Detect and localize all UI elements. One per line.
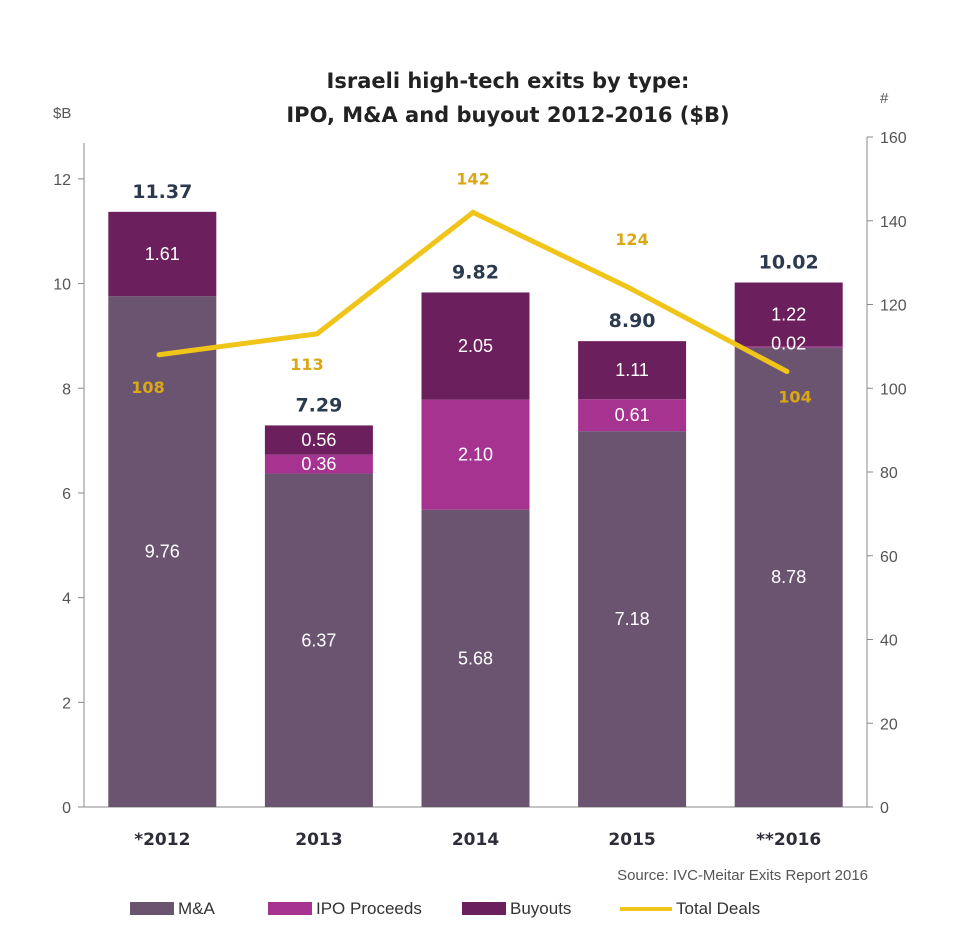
segment-value-label: 8.78 bbox=[771, 567, 806, 587]
segment-value-label: 1.11 bbox=[615, 360, 649, 380]
legend-label: M&A bbox=[178, 899, 216, 918]
y-right-tick-label: 20 bbox=[880, 716, 898, 733]
y-left-tick-label: 6 bbox=[62, 486, 71, 503]
total-deals-point bbox=[156, 352, 162, 358]
segment-value-label: 0.56 bbox=[301, 430, 336, 450]
segment-value-label: 0.36 bbox=[301, 454, 336, 474]
bar-segment bbox=[421, 509, 530, 807]
bar-segment bbox=[734, 346, 843, 348]
legend: M&A IPO Proceeds Buyouts Total Deals bbox=[130, 899, 760, 918]
bar-segment bbox=[264, 425, 373, 455]
data-labels: *2012 11.37 2013 7.29 2014 9.82 2015 8.90 **2016… bbox=[132, 181, 821, 850]
bar-segment bbox=[734, 347, 843, 807]
total-deals-point bbox=[784, 369, 790, 374]
y-right-tick-label: 100 bbox=[880, 381, 907, 398]
bar-segment bbox=[421, 399, 530, 510]
total-deals-point bbox=[626, 285, 632, 291]
segment-value-label: 1.61 bbox=[145, 244, 180, 264]
bar-segment bbox=[734, 282, 843, 347]
total-deals-label: 104 bbox=[778, 388, 811, 407]
segment-value-label: 2.10 bbox=[458, 445, 493, 465]
source-note: Source: IVC-Meitar Exits Report 2016 bbox=[617, 867, 868, 884]
bar-segment bbox=[264, 473, 373, 807]
bar-total-label: 10.02 bbox=[759, 252, 819, 274]
segment-value-label: 2.05 bbox=[458, 336, 493, 356]
y-right-unit: # bbox=[880, 90, 889, 107]
legend-swatch bbox=[462, 902, 506, 915]
x-tick-label: 2014 bbox=[452, 830, 499, 850]
y-right-tick-label: 120 bbox=[880, 298, 907, 315]
legend-label: Buyouts bbox=[510, 899, 571, 918]
bar-segment bbox=[264, 454, 373, 474]
y-left-tick-label: 12 bbox=[53, 172, 71, 189]
bar-segment bbox=[108, 211, 217, 297]
total-deals-label: 124 bbox=[615, 230, 648, 249]
legend-item-ma: M&A bbox=[130, 899, 216, 918]
total-deals-point bbox=[470, 209, 476, 215]
bar-total-label: 9.82 bbox=[452, 261, 499, 283]
bar-segment bbox=[578, 341, 687, 400]
segment-value-label: 9.76 bbox=[145, 542, 180, 562]
bar-segment bbox=[421, 292, 530, 400]
y-right-tick-label: 0 bbox=[880, 800, 889, 817]
legend-item-total-deals: Total Deals bbox=[620, 899, 760, 918]
bar-segment bbox=[108, 296, 217, 807]
segment-value-label: 0.02 bbox=[771, 333, 806, 353]
total-deals-label: 113 bbox=[290, 355, 323, 374]
bar-total-label: 8.90 bbox=[609, 310, 656, 332]
total-deals-label: 142 bbox=[456, 169, 489, 188]
bars bbox=[108, 211, 843, 807]
y-right-tick-label: 140 bbox=[880, 214, 907, 231]
legend-swatch bbox=[268, 902, 312, 915]
y-right-tick-label: 60 bbox=[880, 549, 898, 566]
legend-item-ipo: IPO Proceeds bbox=[268, 899, 422, 918]
chart-title-line-1: Israeli high-tech exits by type: bbox=[327, 69, 690, 93]
total-deals-point bbox=[314, 331, 320, 337]
y-left-tick-label: 0 bbox=[62, 800, 71, 817]
y-right-tick-label: 40 bbox=[880, 633, 898, 650]
x-tick-label: 2015 bbox=[608, 830, 655, 850]
legend-item-buyouts: Buyouts bbox=[462, 899, 571, 918]
x-tick-label: 2013 bbox=[295, 830, 342, 850]
y-left-tick-label: 8 bbox=[62, 381, 71, 398]
y-right-tick-label: 160 bbox=[880, 130, 907, 147]
y-right-tick-label: 80 bbox=[880, 465, 898, 482]
y-left-tick-label: 2 bbox=[62, 695, 71, 712]
y-left-unit: $B bbox=[53, 105, 71, 122]
chart-title-line-2: IPO, M&A and buyout 2012-2016 ($B) bbox=[286, 103, 729, 127]
legend-swatch bbox=[130, 902, 174, 915]
legend-label: IPO Proceeds bbox=[316, 899, 422, 918]
x-tick-label: *2012 bbox=[134, 830, 190, 850]
legend-label: Total Deals bbox=[676, 899, 760, 918]
bar-total-label: 11.37 bbox=[132, 181, 192, 203]
segment-value-label: 5.68 bbox=[458, 648, 493, 668]
y-left-tick-label: 10 bbox=[53, 277, 71, 294]
segment-value-label: 6.37 bbox=[301, 630, 336, 650]
x-tick-label: **2016 bbox=[756, 830, 821, 850]
total-deals-line: 108 113 142 124 104 bbox=[131, 169, 811, 406]
segment-value-label: 0.61 bbox=[615, 405, 650, 425]
y-left-tick-label: 4 bbox=[62, 591, 71, 608]
segment-value-label: 1.22 bbox=[771, 304, 806, 324]
total-deals-label: 108 bbox=[131, 378, 164, 397]
bar-total-label: 7.29 bbox=[295, 394, 342, 416]
bar-segment bbox=[578, 399, 687, 432]
bar-segment bbox=[578, 431, 687, 807]
segment-value-label: 7.18 bbox=[615, 609, 650, 629]
